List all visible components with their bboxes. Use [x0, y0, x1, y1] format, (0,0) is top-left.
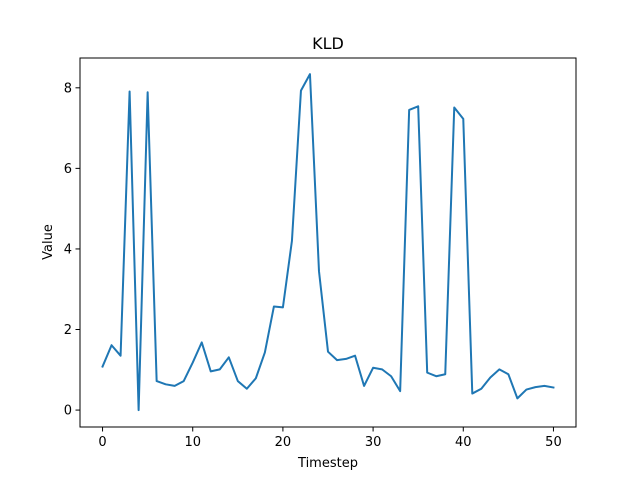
y-tick-label-4: 4 — [64, 242, 72, 257]
x-tick-label-30: 30 — [365, 435, 382, 450]
y-tick-label-2: 2 — [64, 323, 72, 338]
x-tick-label-50: 50 — [545, 435, 562, 450]
x-tick-label-0: 0 — [98, 435, 106, 450]
axes-frame — [79, 57, 577, 428]
x-tick-label-40: 40 — [455, 435, 472, 450]
x-axis-label: Timestep — [297, 456, 358, 471]
x-tick-label-20: 20 — [275, 435, 292, 450]
y-tick-label-0: 0 — [64, 404, 72, 419]
y-axis-label: Value — [41, 224, 56, 260]
chart-title: KLD — [312, 34, 344, 53]
series-line-0 — [101, 73, 555, 412]
x-tick-label-10: 10 — [184, 435, 201, 450]
y-tick-label-6: 6 — [64, 162, 72, 177]
plot-area: 0 10 20 30 40 50 0 2 4 6 8 — [64, 57, 577, 450]
y-tick-label-8: 8 — [64, 81, 72, 96]
